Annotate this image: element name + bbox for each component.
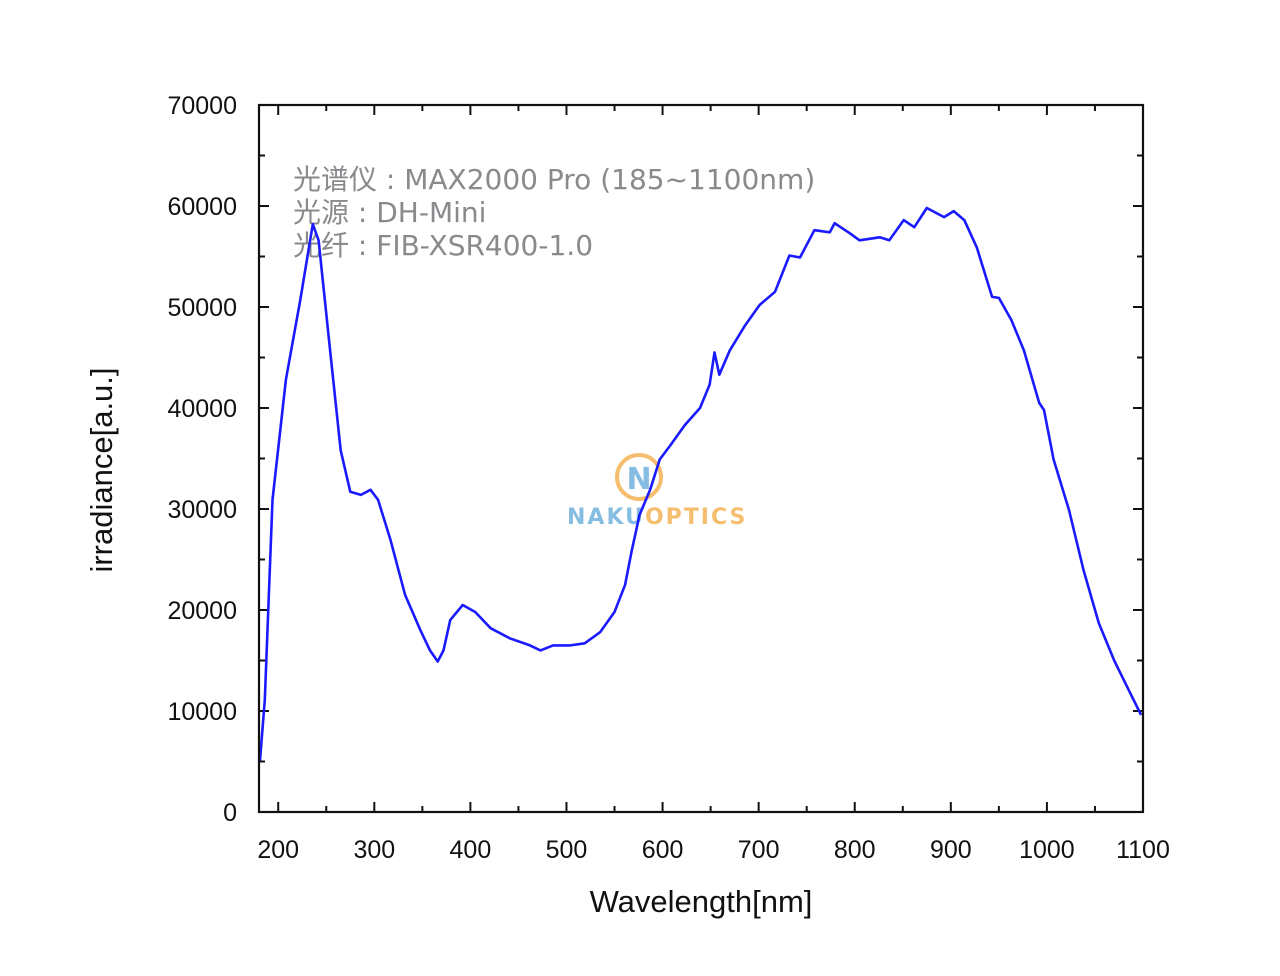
x-tick-label: 1000 xyxy=(1019,836,1075,864)
y-tick-label: 30000 xyxy=(167,496,237,524)
logo-monogram: N xyxy=(626,462,651,497)
annotation-light-source: 光源 : DH-Mini xyxy=(293,196,486,229)
y-tick-labels: 0 10000 20000 30000 40000 50000 60000 70000 xyxy=(167,92,237,827)
series-line-irradiance xyxy=(258,206,1143,761)
x-tick-label: 300 xyxy=(353,836,395,864)
annotation-fiber: 光纤 : FIB-XSR400-1.0 xyxy=(293,229,593,262)
y-tick-label: 50000 xyxy=(167,294,237,322)
x-tick-label: 800 xyxy=(834,836,876,864)
x-axis-title: Wavelength[nm] xyxy=(590,884,813,919)
logo-text-naku: NAKU xyxy=(567,505,645,530)
annotation-spectrometer: 光谱仪 : MAX2000 Pro (185~1100nm) xyxy=(293,163,815,196)
svg-text:NAKUOPTICS: NAKUOPTICS xyxy=(567,505,747,530)
x-tick-label: 400 xyxy=(450,836,492,864)
logo-text-optics: OPTICS xyxy=(645,505,747,530)
y-tick-label: 10000 xyxy=(167,698,237,726)
y-tick-label: 20000 xyxy=(167,597,237,625)
watermark-logo: N NAKUOPTICS xyxy=(567,453,747,530)
logo-ring xyxy=(615,453,663,501)
annotation-block: 光谱仪 : MAX2000 Pro (185~1100nm) 光源 : DH-M… xyxy=(293,163,815,262)
y-tick-label: 40000 xyxy=(167,395,237,423)
y-axis-title: irradiance[a.u.] xyxy=(84,367,119,572)
plot-frame xyxy=(257,103,1145,814)
x-tick-label: 700 xyxy=(738,836,780,864)
x-tick-label: 500 xyxy=(546,836,588,864)
x-tick-label: 600 xyxy=(642,836,684,864)
x-tick-label: 900 xyxy=(930,836,972,864)
x-tick-label: 1100 xyxy=(1116,836,1170,864)
y-tick-label: 0 xyxy=(223,799,237,827)
x-tick-labels: 200 300 400 500 600 700 800 900 1000 1100 xyxy=(257,836,1170,864)
x-tick-label: 200 xyxy=(257,836,299,864)
y-tick-label: 70000 xyxy=(167,92,237,120)
y-tick-label: 60000 xyxy=(167,193,237,221)
